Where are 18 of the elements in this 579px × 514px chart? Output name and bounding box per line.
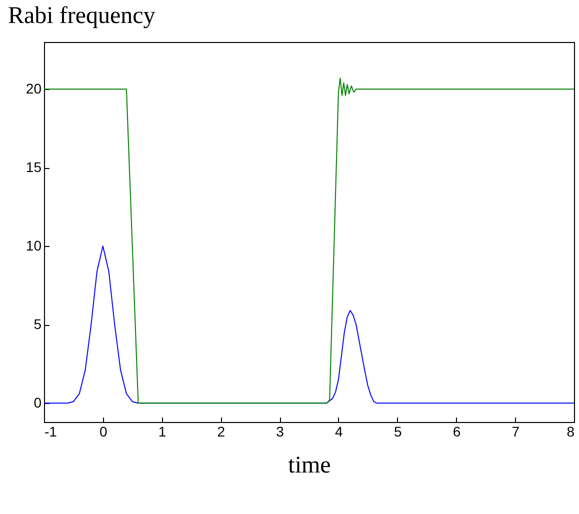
x-tick-label: 8 — [566, 424, 575, 440]
line-series — [44, 78, 574, 404]
x-tick-label: 3 — [276, 424, 284, 440]
y-tick-label: 0 — [34, 394, 42, 411]
x-tick-label: 4 — [335, 424, 344, 440]
x-tick-label: 6 — [452, 424, 461, 440]
x-tick-label: 2 — [217, 424, 226, 440]
x-tick-label: 7 — [512, 424, 520, 440]
x-axis-title: time — [288, 452, 331, 478]
y-tick-label: 10 — [26, 238, 42, 254]
x-tick-label: 0 — [99, 424, 108, 440]
x-tick-label: -1 — [44, 424, 58, 440]
x-tick-label: 1 — [158, 424, 166, 440]
x-tick-label: 5 — [394, 424, 402, 440]
chart-title: Rabi frequency — [8, 3, 156, 29]
y-tick-label: 5 — [34, 316, 42, 332]
y-tick-label: 15 — [26, 159, 42, 176]
y-tick-label: 20 — [26, 80, 42, 97]
